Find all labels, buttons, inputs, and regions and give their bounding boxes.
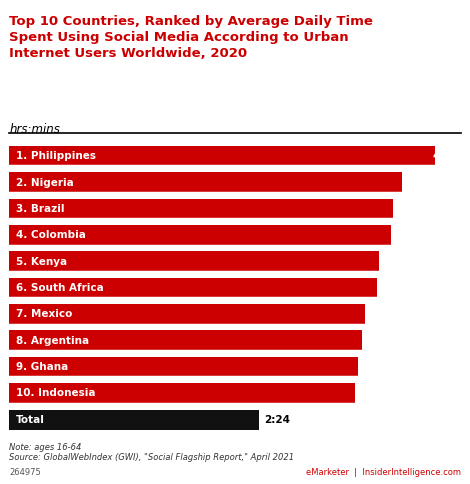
Bar — [9, 225, 391, 245]
Bar — [9, 172, 401, 193]
Bar — [9, 251, 379, 272]
Bar — [9, 146, 435, 166]
Text: hrs:mins: hrs:mins — [9, 123, 60, 136]
Bar — [9, 278, 377, 298]
Bar — [9, 304, 365, 325]
Text: 3. Brazil: 3. Brazil — [16, 204, 65, 214]
Text: 9. Ghana: 9. Ghana — [16, 362, 69, 372]
Text: 3:23: 3:23 — [433, 336, 459, 346]
Text: 3:21: 3:21 — [433, 362, 459, 372]
Text: 10. Indonesia: 10. Indonesia — [16, 389, 96, 398]
Text: 7. Mexico: 7. Mexico — [16, 309, 73, 319]
Bar — [9, 357, 358, 378]
Text: 4:05: 4:05 — [433, 151, 459, 161]
Text: eMarketer  |  InsiderIntelligence.com: eMarketer | InsiderIntelligence.com — [306, 468, 461, 477]
Text: 264975: 264975 — [9, 468, 41, 477]
Text: 2:24: 2:24 — [265, 415, 290, 425]
Text: 6. South Africa: 6. South Africa — [16, 283, 104, 293]
Text: 3:40: 3:40 — [433, 230, 459, 240]
Text: 3:41: 3:41 — [433, 204, 459, 214]
Text: 1. Philippines: 1. Philippines — [16, 151, 96, 161]
Text: 3:25: 3:25 — [433, 309, 459, 319]
Text: Top 10 Countries, Ranked by Average Daily Time
Spent Using Social Media Accordin: Top 10 Countries, Ranked by Average Dail… — [9, 15, 373, 60]
Text: 3:33: 3:33 — [433, 257, 459, 267]
Bar — [9, 409, 259, 430]
Bar — [9, 198, 393, 219]
Bar — [9, 383, 355, 404]
Bar — [9, 331, 362, 351]
Text: 3:19: 3:19 — [433, 389, 459, 398]
Text: 3:46: 3:46 — [433, 178, 459, 187]
Text: Total: Total — [16, 415, 45, 425]
Text: 5. Kenya: 5. Kenya — [16, 257, 68, 267]
Text: 3:32: 3:32 — [433, 283, 459, 293]
Text: Note: ages 16-64
Source: GlobalWebIndex (GWI), "Social Flagship Report," April 2: Note: ages 16-64 Source: GlobalWebIndex … — [9, 443, 295, 462]
Text: 4. Colombia: 4. Colombia — [16, 230, 86, 240]
Text: 2. Nigeria: 2. Nigeria — [16, 178, 74, 187]
Text: 8. Argentina: 8. Argentina — [16, 336, 89, 346]
